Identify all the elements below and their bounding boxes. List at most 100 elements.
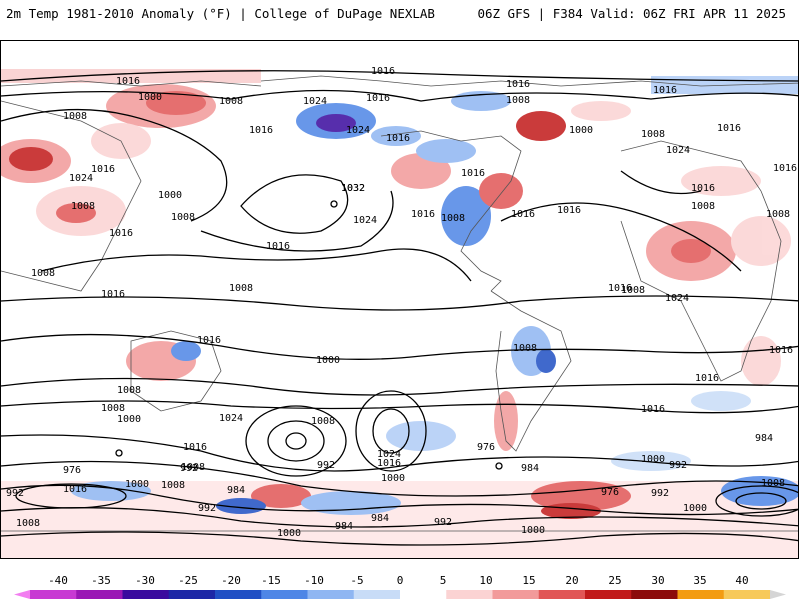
colorbar-swatch bbox=[30, 590, 77, 599]
contour-label: 984 bbox=[755, 433, 773, 444]
contour-label: 1016 bbox=[653, 85, 677, 96]
contour-label: 1016 bbox=[608, 283, 632, 294]
contour-label: 1008 bbox=[311, 416, 335, 427]
contour-label: 1024 bbox=[666, 145, 690, 156]
contour-label: 1008 bbox=[219, 96, 243, 107]
contour-label: 1016 bbox=[183, 442, 207, 453]
contour-label: 1008 bbox=[621, 285, 645, 296]
contour-label: 1000 bbox=[316, 355, 340, 366]
contour-label: 984 bbox=[371, 513, 389, 524]
contour-label: 1024 bbox=[219, 413, 243, 424]
contour-label: 1016 bbox=[695, 373, 719, 384]
contour-label: 992 bbox=[198, 503, 216, 514]
colorbar-label: 35 bbox=[693, 574, 707, 587]
contour-label: 1000 bbox=[117, 414, 141, 425]
contour-label: 1008 bbox=[761, 478, 785, 489]
contour-label: 1000 bbox=[569, 125, 593, 136]
colorbar-swatch bbox=[307, 590, 355, 599]
anomaly-map: 1016 1016 1016 1016 1000 1008 1008 1024 … bbox=[0, 40, 799, 559]
colorbar-swatch bbox=[585, 590, 632, 599]
contour-label: 1008 bbox=[229, 283, 253, 294]
colorbar-label: -20 bbox=[221, 574, 241, 587]
contour-label: 1000 bbox=[125, 479, 149, 490]
colorbar-swatch bbox=[168, 590, 216, 599]
contour-label: 1008 bbox=[641, 129, 665, 140]
contour-label: 1008 bbox=[513, 343, 537, 354]
colorbar-label: 40 bbox=[735, 574, 749, 587]
contour-label: 1016 bbox=[773, 163, 797, 174]
contour-label: 1008 bbox=[16, 518, 40, 529]
colorbar-swatch bbox=[76, 590, 123, 599]
contour-label: 1024 bbox=[377, 449, 401, 460]
contour-label: 1024 bbox=[346, 125, 370, 136]
colorbar-label: 30 bbox=[651, 574, 665, 587]
contour-label: 1008 bbox=[31, 268, 55, 279]
contour-label: 976 bbox=[63, 465, 81, 476]
contour-label: 1016 bbox=[197, 335, 221, 346]
colorbar-label: -35 bbox=[91, 574, 111, 587]
colorbar-label: -25 bbox=[178, 574, 198, 587]
colorbar-label: 5 bbox=[439, 574, 447, 587]
contour-label: 1000 bbox=[521, 525, 545, 536]
contour-label: 1016 bbox=[266, 241, 290, 252]
contour-label: 1016 bbox=[717, 123, 741, 134]
contour-label: 1016 bbox=[641, 404, 665, 415]
contour-label: 1016 bbox=[249, 125, 273, 136]
contour-label: 1016 bbox=[101, 289, 125, 300]
contour-label: 1008 bbox=[63, 111, 87, 122]
map-title: 2m Temp 1981-2010 Anomaly (°F) | College… bbox=[6, 6, 435, 21]
contour-label: 1016 bbox=[109, 228, 133, 239]
contour-label: 1032 bbox=[341, 183, 365, 194]
contour-label: 1000 bbox=[381, 473, 405, 484]
colorbar-swatch bbox=[492, 590, 540, 599]
colorbar: -40 -35 -30 -25 -20 -15 -10 -5 0 5 10 15… bbox=[0, 568, 800, 600]
contour-label: 1008 bbox=[161, 480, 185, 491]
colorbar-swatch bbox=[723, 590, 771, 599]
contour-label: 1024 bbox=[69, 173, 93, 184]
contour-label: 976 bbox=[477, 442, 495, 453]
contour-label: 1000 bbox=[641, 454, 665, 465]
contour-label: 1032 bbox=[341, 183, 365, 194]
colorbar-swatch bbox=[400, 590, 447, 599]
colorbar-arrow-low bbox=[14, 590, 30, 599]
contour-label: 1016 bbox=[506, 79, 530, 90]
contour-label: 984 bbox=[521, 463, 539, 474]
contour-label: 992 bbox=[434, 517, 452, 528]
colorbar-swatch bbox=[538, 590, 586, 599]
contour-label: 1000 bbox=[138, 92, 162, 103]
contour-label: 992 bbox=[6, 488, 24, 499]
contour-label: 1016 bbox=[63, 484, 87, 495]
header: 2m Temp 1981-2010 Anomaly (°F) | College… bbox=[0, 0, 800, 30]
model-run-info: 06Z GFS | F384 Valid: 06Z FRI APR 11 202… bbox=[477, 6, 786, 21]
colorbar-label: 10 bbox=[479, 574, 493, 587]
contour-label: 984 bbox=[227, 485, 245, 496]
contour-label: 1008 bbox=[117, 385, 141, 396]
colorbar-label: -30 bbox=[135, 574, 155, 587]
colorbar-label: -15 bbox=[261, 574, 281, 587]
colorbar-swatch bbox=[353, 590, 401, 599]
contour-label: 1016 bbox=[386, 133, 410, 144]
contour-label: 1024 bbox=[665, 293, 689, 304]
colorbar-label: -40 bbox=[48, 574, 68, 587]
contour-label: 1016 bbox=[461, 168, 485, 179]
contour-label: 1000 bbox=[277, 528, 301, 539]
colorbar-label: -5 bbox=[350, 574, 364, 587]
contour-label: 1000 bbox=[158, 190, 182, 201]
colorbar-label: 25 bbox=[608, 574, 622, 587]
coastlines bbox=[1, 75, 798, 532]
contour-label: 1008 bbox=[506, 95, 530, 106]
contour-label: 1008 bbox=[766, 209, 790, 220]
contour-label: 1008 bbox=[71, 201, 95, 212]
contour-label: 1008 bbox=[181, 462, 205, 473]
contour-label: 1008 bbox=[171, 212, 195, 223]
contour-label: 1016 bbox=[691, 183, 715, 194]
colorbar-swatches bbox=[14, 590, 786, 599]
contour-label: 1016 bbox=[116, 76, 140, 87]
contour-label: 1016 bbox=[557, 205, 581, 216]
contour-label: 1016 bbox=[366, 93, 390, 104]
colorbar-swatch bbox=[215, 590, 262, 599]
contour-label: 984 bbox=[335, 521, 353, 532]
contour-label: 1008 bbox=[101, 403, 125, 414]
colorbar-label: -10 bbox=[304, 574, 324, 587]
contour-label: 1016 bbox=[377, 458, 401, 469]
